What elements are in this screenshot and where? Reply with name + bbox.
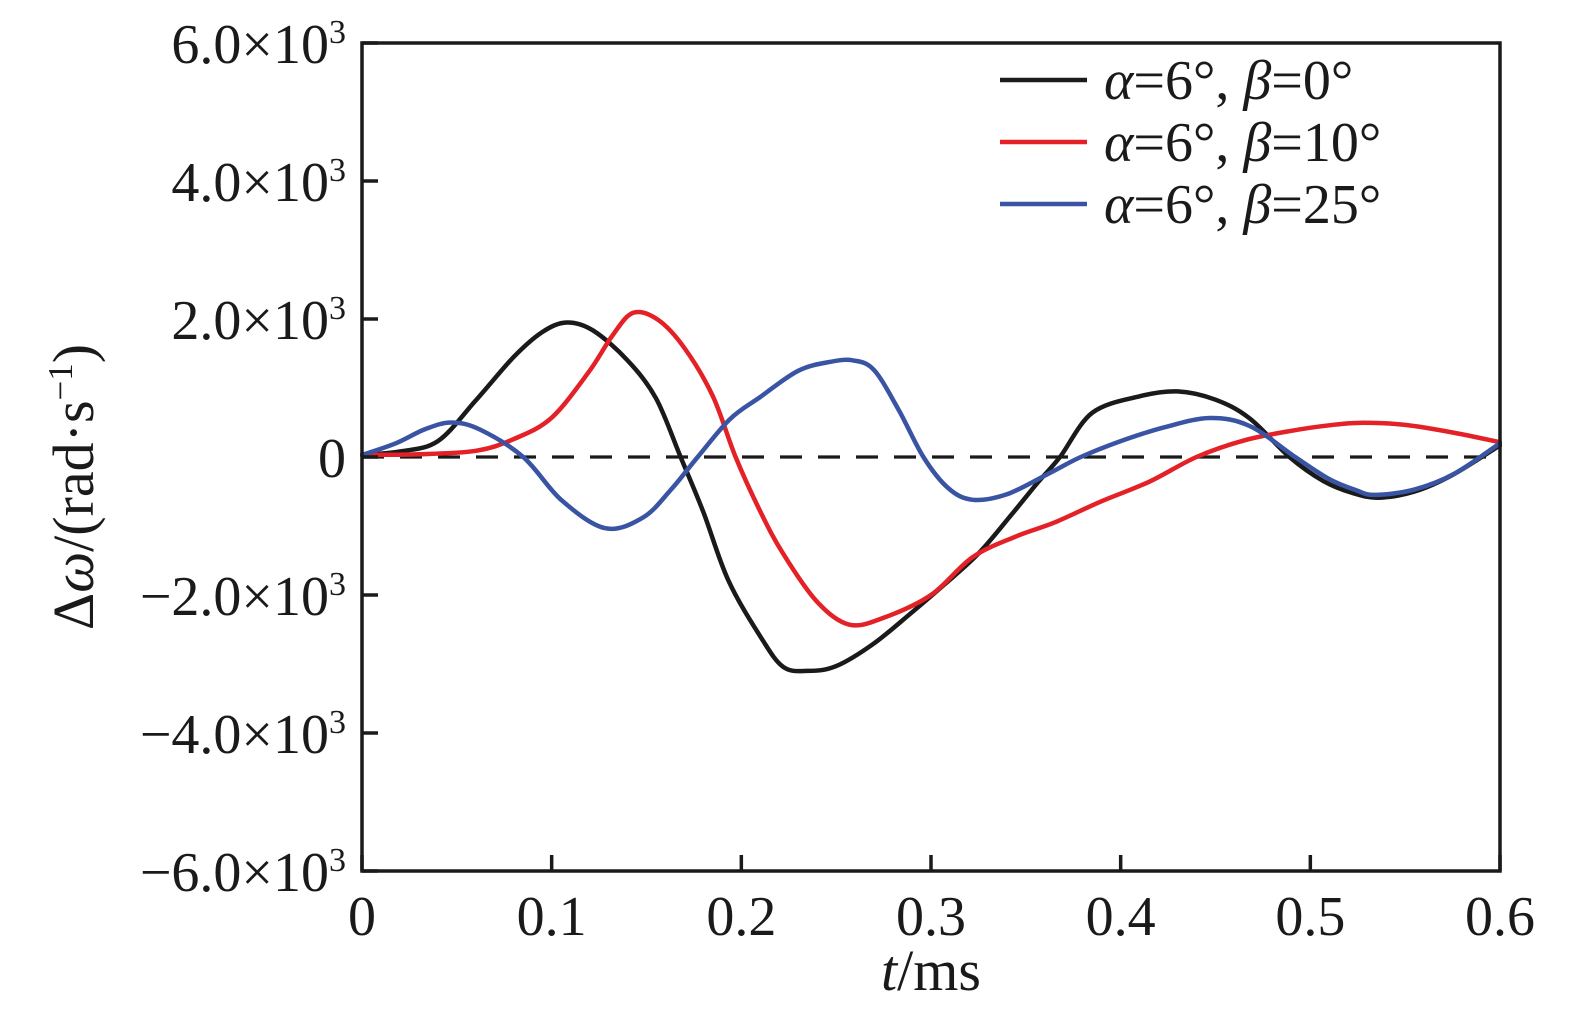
x-tick-label: 0.3 [896, 886, 966, 948]
x-axis-title: t/ms [881, 938, 981, 1003]
legend-label-alpha6-beta25-segment: =25° [1271, 174, 1381, 236]
x-tick-label: 0.5 [1275, 886, 1345, 948]
y-tick-mantissa: 4.0×10 [171, 152, 329, 214]
legend-group: α=6°, β=0°α=6°, β=10°α=6°, β=25° [1000, 50, 1381, 236]
y-tick-exponent: 3 [329, 290, 346, 327]
legend-label-alpha6-beta0-segment: =6°, [1133, 50, 1243, 112]
y-tick-label: 2.0×103 [171, 290, 346, 352]
legend-label-alpha6-beta25-segment: β [1242, 174, 1271, 236]
legend-label-alpha6-beta25-segment: =6°, [1133, 174, 1243, 236]
legend-label-alpha6-beta10-segment: β [1242, 112, 1271, 174]
x-tick-label: 0 [348, 886, 376, 948]
legend-label-alpha6-beta10-segment: =10° [1271, 112, 1381, 174]
x-tick-label: 0.1 [517, 886, 587, 948]
y-tick-mantissa: 2.0×10 [171, 290, 329, 352]
y-tick-exponent: 3 [329, 14, 346, 51]
y-tick-mantissa: −2.0×10 [140, 566, 329, 628]
legend-label-alpha6-beta25-segment: α [1104, 174, 1135, 236]
y-tick-label: 4.0×103 [171, 152, 346, 214]
x-axis-title-segment: /ms [897, 938, 981, 1003]
legend-label-alpha6-beta10-segment: =6°, [1133, 112, 1243, 174]
y-tick-exponent: 3 [329, 566, 346, 603]
legend-label-alpha6-beta0-segment: α [1104, 50, 1135, 112]
curves-group [360, 309, 1502, 674]
y-tick-label: −6.0×103 [140, 842, 346, 904]
legend-label-alpha6-beta10-segment: α [1104, 112, 1135, 174]
legend-label-alpha6-beta0-segment: β [1242, 50, 1271, 112]
y-tick-exponent: 3 [329, 704, 346, 741]
x-axis-title-segment: t [881, 938, 899, 1003]
y-tick-label: 6.0×103 [171, 14, 346, 76]
legend-label-alpha6-beta10: α=6°, β=10° [1104, 112, 1381, 174]
curve-alpha6-beta25 [360, 357, 1502, 532]
legend-label-alpha6-beta0: α=6°, β=0° [1104, 50, 1353, 112]
y-axis-title-segment: /(rad·s [41, 400, 106, 551]
y-tick-exponent: 3 [329, 842, 346, 879]
curve-alpha6-beta0 [360, 320, 1502, 674]
y-tick-exponent: 3 [329, 152, 346, 189]
y-tick-mantissa: 6.0×10 [171, 14, 329, 76]
y-tick-mantissa: 0 [318, 428, 346, 490]
axis-labels-group: t/ms Δω/(rad·s−1) [41, 344, 981, 1003]
y-tick-label: 0 [318, 428, 346, 490]
y-tick-label: −2.0×103 [140, 566, 346, 628]
x-tick-label: 0.2 [706, 886, 776, 948]
y-tick-label: −4.0×103 [140, 704, 346, 766]
y-tick-mantissa: −6.0×10 [140, 842, 329, 904]
y-axis-title-segment: ) [41, 344, 106, 363]
y-tick-mantissa: −4.0×10 [140, 704, 329, 766]
x-tick-label: 0.4 [1086, 886, 1156, 948]
legend-label-alpha6-beta0-segment: =0° [1271, 50, 1353, 112]
curve-alpha6-beta10 [360, 309, 1502, 628]
legend-label-alpha6-beta25: α=6°, β=25° [1104, 174, 1381, 236]
y-axis-title: Δω/(rad·s−1) [41, 344, 106, 630]
x-tick-label: 0.6 [1465, 886, 1535, 948]
y-axis-title-segment: ω [41, 552, 106, 593]
y-axis-title-segment: −1 [41, 363, 80, 400]
y-axis-title-segment: Δ [41, 593, 106, 630]
ticks-group: 0 0.1 0.2 0.3 0.4 0.5 0.66.0×1034.0×1032.0×103… [140, 14, 1535, 948]
